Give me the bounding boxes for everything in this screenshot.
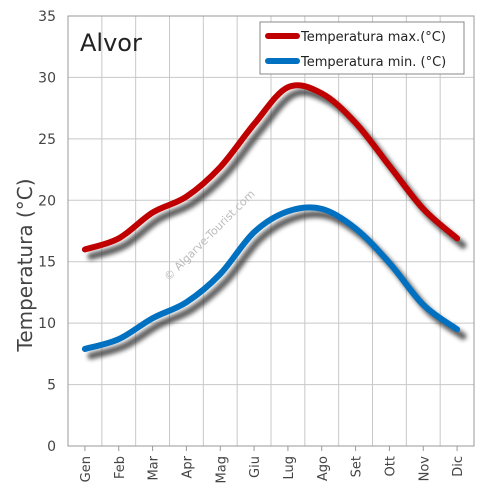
plot-frame	[67, 15, 475, 447]
y-tick-label: 30	[38, 70, 56, 86]
x-tick-label: Feb	[113, 456, 128, 479]
series-lines	[81, 82, 461, 352]
y-tick-labels: 0 5 10 15 20 25 30 35	[38, 9, 56, 455]
grid-layer	[68, 16, 474, 446]
y-tick-label: 15	[38, 255, 56, 271]
legend-label-min: Temperatura min. (°C)	[300, 55, 446, 70]
x-tick-label: Mar	[147, 455, 162, 480]
legend-label-max: Temperatura max.(°C)	[300, 30, 446, 45]
y-tick-label: 0	[47, 439, 56, 455]
x-tick-label: Apr	[180, 455, 195, 478]
x-tick-label: Giu	[248, 456, 263, 478]
y-tick-label: 25	[38, 132, 56, 148]
y-tick-label: 20	[38, 193, 56, 209]
chart-title: Alvor	[80, 29, 142, 57]
x-tick-labels: Gen Feb Mar Apr Mag Giu Lug Ago Set Ott Nov Dic	[79, 446, 466, 483]
x-tick-label: Gen	[79, 456, 94, 482]
series-line-max	[81, 82, 461, 253]
x-tick-label: Set	[350, 456, 365, 477]
legend: Temperatura max.(°C) Temperatura min. (°…	[259, 21, 465, 75]
y-tick-label: 5	[47, 378, 56, 394]
y-tick-label: 35	[38, 9, 56, 25]
y-axis-label: Temperatura (°C)	[13, 178, 37, 352]
x-tick-label: Nov	[417, 456, 432, 482]
y-tick-label: 10	[38, 316, 56, 332]
x-tick-label: Ott	[383, 456, 398, 476]
x-tick-label: Lug	[282, 456, 297, 480]
x-tick-label: Ago	[316, 456, 331, 481]
legend-box	[259, 21, 465, 75]
x-tick-label: Mag	[214, 456, 229, 483]
series-line-min	[81, 204, 461, 352]
x-tick-label: Dic	[451, 456, 466, 477]
